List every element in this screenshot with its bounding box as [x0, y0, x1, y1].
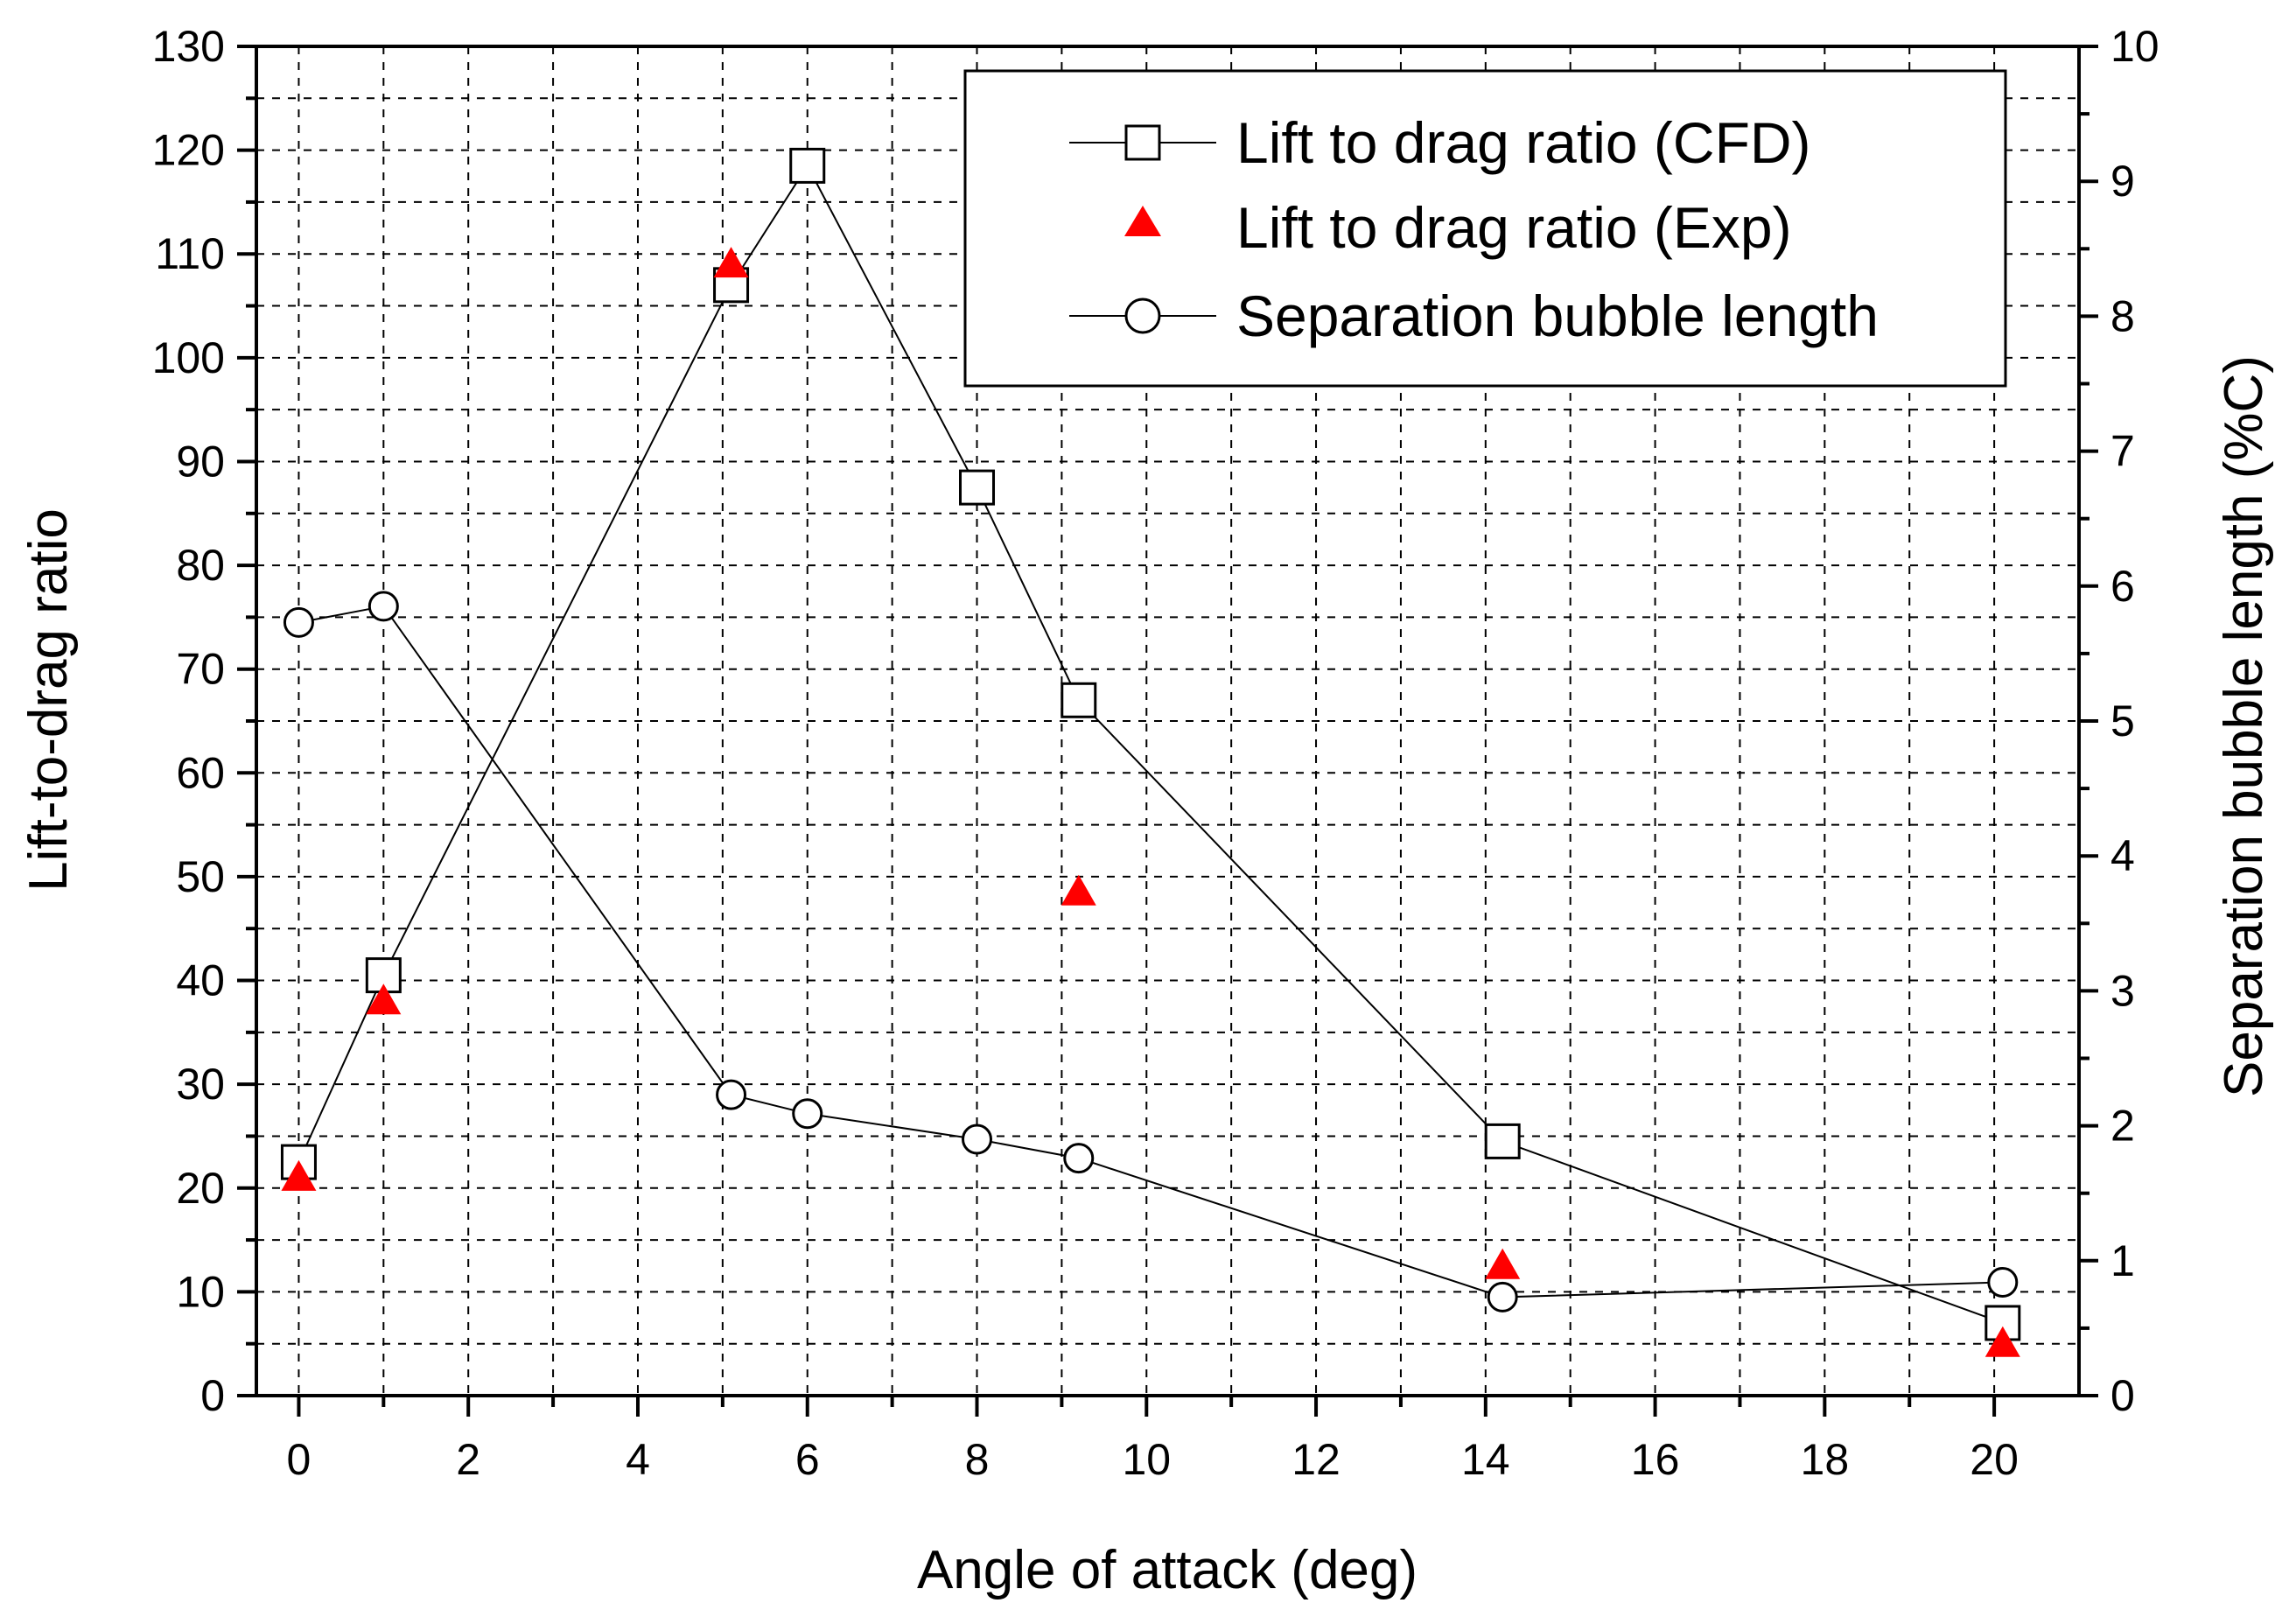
x-tick-labels: 0 2 4 6 8 10 12 14 16 18 20 [287, 1435, 2019, 1484]
y2-tick-label: 10 [2110, 22, 2160, 71]
y2-tick-label: 8 [2110, 291, 2135, 340]
x-tick-label: 14 [1461, 1435, 1510, 1484]
y-tick-label: 40 [176, 956, 225, 1005]
data-point-bubble [792, 1098, 823, 1130]
y2-tick-label: 9 [2110, 157, 2135, 206]
data-point-exp [1485, 1248, 1521, 1279]
x-tick-label: 18 [1801, 1435, 1850, 1484]
x-tick-label: 10 [1122, 1435, 1171, 1484]
y2-tick-label: 0 [2110, 1371, 2135, 1420]
legend: Lift to drag ratio (CFD) Lift to drag ra… [963, 69, 2007, 388]
y-tick-labels: 0 10 20 30 40 50 60 70 80 90 100 110 120 130 [152, 22, 225, 1420]
y2-axis-title: Separation bubble length (%C) [2214, 355, 2274, 1097]
y-tick-label: 80 [176, 541, 225, 590]
y-tick-label: 130 [152, 22, 225, 71]
y-tick-label: 0 [200, 1371, 225, 1420]
series-layer [280, 147, 2021, 1357]
data-point-cfd [713, 267, 750, 304]
data-point-cfd [789, 147, 826, 184]
x-tick-label: 8 [965, 1435, 990, 1484]
y-tick-label: 50 [176, 852, 225, 901]
x-tick-label: 0 [287, 1435, 312, 1484]
data-point-exp [1984, 1326, 2020, 1357]
x-tick-label: 16 [1631, 1435, 1680, 1484]
x-tick-label: 6 [795, 1435, 820, 1484]
x-tick-label: 12 [1292, 1435, 1340, 1484]
data-point-bubble [1987, 1266, 2019, 1298]
data-point-bubble [283, 606, 314, 638]
legend-label-bubble: Separation bubble length [1236, 284, 1879, 348]
y-tick-label: 110 [155, 229, 225, 278]
y2-tick-label: 7 [2110, 427, 2135, 476]
y-tick-label: 100 [152, 333, 225, 382]
data-point-exp [713, 247, 749, 278]
y2-tick-label: 6 [2110, 562, 2135, 611]
data-point-exp [366, 984, 402, 1015]
legend-label-cfd: Lift to drag ratio (CFD) [1236, 110, 1811, 175]
data-point-bubble [962, 1124, 993, 1155]
data-point-exp [281, 1159, 317, 1191]
y-axis-title: Lift-to-drag ratio [18, 508, 79, 892]
data-point-bubble [1487, 1281, 1518, 1312]
y-tick-label: 70 [176, 645, 225, 694]
x-tick-label: 2 [456, 1435, 480, 1484]
series-line-cfd [298, 164, 2004, 1324]
y-tick-label: 90 [176, 437, 225, 486]
legend-bubble-marker [1124, 298, 1161, 334]
y2-tick-label: 3 [2110, 966, 2135, 1015]
legend-cfd-marker [1124, 124, 1161, 161]
legend-label-exp: Lift to drag ratio (Exp) [1236, 195, 1792, 260]
data-point-cfd [1060, 682, 1097, 718]
x-axis-title: Angle of attack (deg) [917, 1540, 1418, 1600]
data-point-bubble [716, 1079, 747, 1110]
data-point-bubble [1063, 1143, 1095, 1174]
y-tick-label: 10 [176, 1267, 225, 1316]
y-tick-label: 60 [176, 748, 225, 797]
y2-tick-label: 5 [2110, 696, 2135, 746]
data-point-bubble [368, 591, 399, 622]
ticks [237, 45, 2098, 1417]
y-tick-label: 20 [176, 1164, 225, 1213]
series-line-bubble [298, 605, 2003, 1298]
legend-exp-marker [1124, 206, 1161, 236]
y2-tick-labels: 0 1 2 3 4 5 6 7 8 9 10 [2110, 22, 2160, 1420]
data-point-cfd [1484, 1123, 1521, 1159]
y-tick-label: 30 [176, 1060, 225, 1109]
y2-tick-label: 2 [2110, 1102, 2135, 1151]
y-tick-label: 120 [152, 126, 225, 175]
data-point-cfd [959, 469, 996, 506]
y2-tick-label: 4 [2110, 831, 2135, 880]
x-tick-label: 4 [626, 1435, 650, 1484]
y2-tick-label: 1 [2110, 1236, 2135, 1285]
x-tick-label: 20 [1970, 1435, 2019, 1484]
data-point-exp [1060, 874, 1096, 906]
